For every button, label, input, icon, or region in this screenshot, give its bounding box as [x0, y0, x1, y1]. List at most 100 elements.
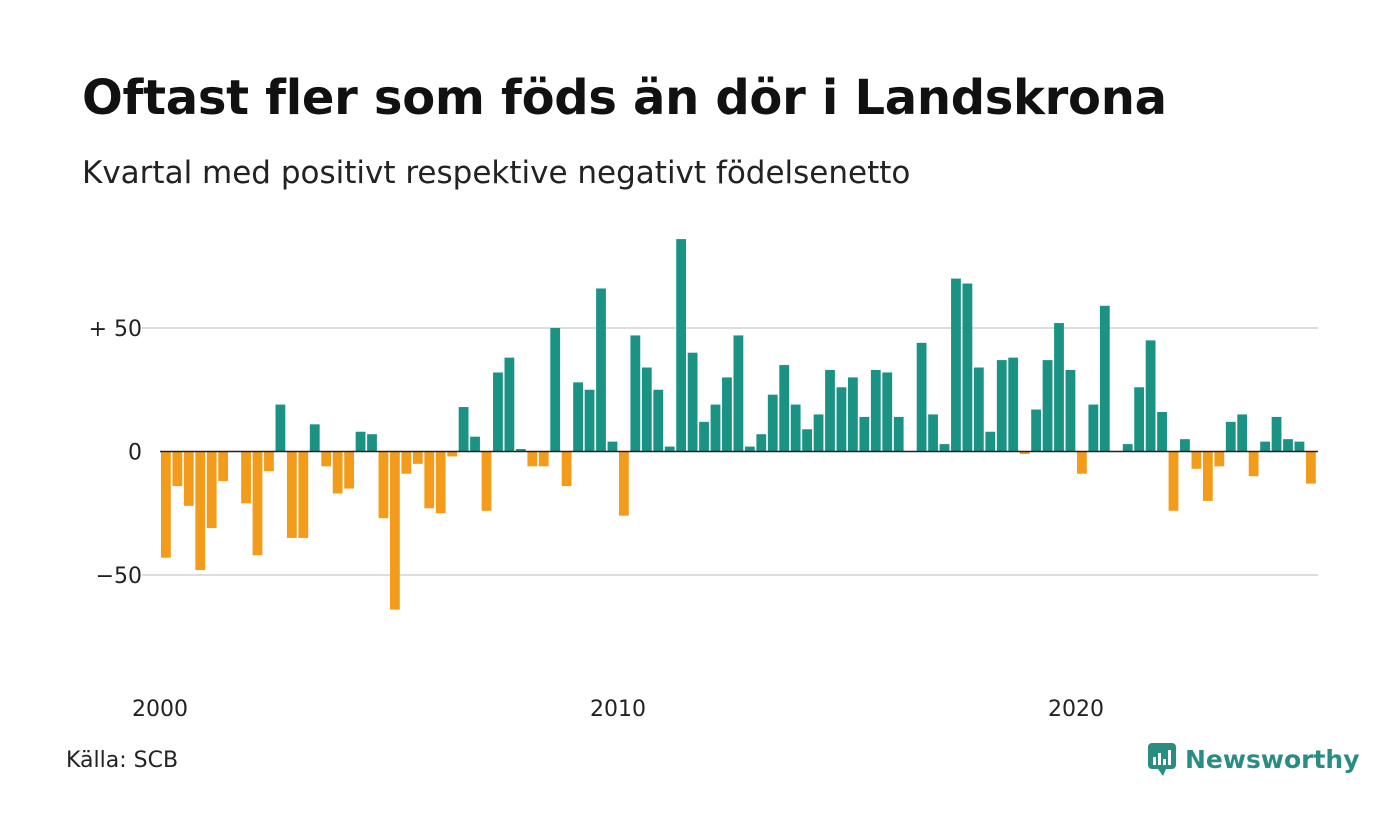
bar [504, 357, 515, 452]
bar [1283, 439, 1293, 452]
bar [939, 444, 950, 452]
bar [298, 451, 309, 538]
bar [401, 451, 412, 474]
bar [996, 360, 1007, 452]
bar [1191, 451, 1202, 469]
x-tick-label: 2020 [1048, 697, 1104, 722]
bar [447, 451, 458, 457]
bar [596, 288, 606, 452]
bar [744, 446, 755, 452]
bar [172, 451, 183, 487]
bar [1145, 340, 1156, 452]
chart-subtitle: Kvartal med positivt respektive negativt… [82, 155, 911, 191]
bar [584, 389, 595, 452]
brand[interactable]: Newsworthy [1147, 742, 1360, 776]
bar [630, 335, 641, 452]
bar [527, 451, 538, 467]
y-tick-label: 0 [128, 441, 142, 466]
bar [916, 342, 927, 452]
bar [1122, 444, 1133, 452]
bar [1306, 451, 1316, 484]
bar [1008, 357, 1019, 452]
bar [161, 451, 171, 558]
bar [241, 451, 251, 504]
bar [619, 451, 629, 516]
bar [870, 369, 881, 452]
bar [344, 451, 354, 489]
bar [286, 451, 297, 538]
bar [882, 372, 893, 452]
bar [951, 278, 961, 452]
bar [264, 451, 274, 472]
bar [1225, 421, 1236, 452]
bar [1248, 451, 1259, 477]
bar-chart: + 50 0 −50 2000 2010 2020 [89, 239, 1318, 722]
grid-layer [142, 327, 1318, 576]
bar [481, 451, 492, 511]
bar [1157, 411, 1167, 452]
bar [653, 389, 664, 452]
bar [493, 372, 503, 452]
bar [321, 451, 332, 467]
bar [218, 451, 229, 482]
bar [195, 451, 206, 571]
bar [183, 451, 194, 506]
bar [573, 382, 583, 452]
bar [893, 416, 904, 452]
bar [733, 335, 744, 452]
bar [1237, 414, 1248, 452]
bar [1019, 451, 1030, 454]
y-tick-label: + 50 [89, 317, 142, 342]
bar [825, 369, 835, 452]
bar [664, 446, 675, 452]
source-label: Källa: SCB [66, 748, 179, 773]
bar [1168, 451, 1179, 511]
bar [1260, 441, 1270, 452]
bar [252, 451, 263, 556]
bar [779, 365, 790, 452]
bar [1031, 409, 1041, 452]
bar [1202, 451, 1213, 501]
bar [1099, 305, 1110, 452]
bar [550, 328, 561, 452]
bar [607, 441, 618, 452]
bar [676, 239, 687, 452]
bar [813, 414, 824, 452]
bar [790, 404, 801, 452]
bar [561, 451, 572, 487]
bar [412, 451, 423, 464]
axis-layer: + 50 0 −50 2000 2010 2020 [89, 317, 1318, 722]
bar [848, 377, 858, 452]
bar [1294, 441, 1305, 452]
bar [515, 449, 526, 452]
bar [699, 421, 709, 452]
bar [1214, 451, 1225, 467]
bar [973, 367, 984, 452]
bar [435, 451, 446, 514]
bar [1077, 451, 1087, 474]
bar [641, 367, 652, 452]
bar [928, 414, 938, 452]
bar [962, 283, 973, 452]
bar [859, 416, 870, 452]
bar [1042, 360, 1053, 452]
bar [722, 377, 732, 452]
x-tick-label: 2000 [132, 697, 188, 722]
bar [378, 451, 389, 519]
bar [390, 451, 400, 610]
bar [836, 387, 847, 452]
newsworthy-logo-icon [1148, 743, 1176, 776]
bar [275, 404, 286, 452]
bar [1271, 416, 1282, 452]
bar [355, 431, 366, 452]
chart-title: Oftast fler som föds än dör i Landskrona [82, 70, 1167, 126]
bar [424, 451, 435, 509]
bar [458, 407, 469, 452]
bar [538, 451, 549, 467]
bar [1180, 439, 1190, 452]
brand-name: Newsworthy [1185, 744, 1360, 774]
bar [1054, 323, 1064, 452]
bar [367, 434, 377, 452]
bar [767, 394, 778, 452]
bar [687, 352, 698, 452]
